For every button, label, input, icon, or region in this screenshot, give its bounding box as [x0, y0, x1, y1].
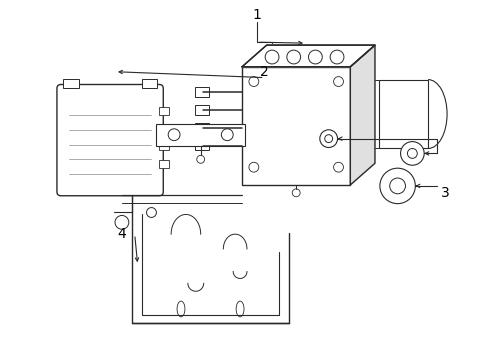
Bar — [378, 80, 427, 148]
Bar — [156, 124, 244, 145]
Circle shape — [248, 162, 258, 172]
Circle shape — [286, 50, 300, 64]
Circle shape — [221, 129, 233, 141]
Circle shape — [333, 77, 343, 86]
Circle shape — [324, 135, 332, 143]
Circle shape — [168, 129, 180, 141]
Circle shape — [292, 189, 300, 197]
Polygon shape — [349, 45, 374, 185]
Circle shape — [248, 77, 258, 86]
Text: 3: 3 — [440, 186, 448, 200]
Bar — [194, 141, 208, 150]
Ellipse shape — [177, 301, 184, 317]
Circle shape — [407, 148, 416, 158]
Circle shape — [115, 215, 128, 229]
Text: 1: 1 — [252, 8, 261, 22]
Circle shape — [319, 130, 337, 148]
Polygon shape — [242, 45, 374, 67]
Bar — [159, 107, 169, 115]
Circle shape — [196, 156, 204, 163]
Circle shape — [379, 168, 414, 204]
Bar — [159, 143, 169, 150]
Circle shape — [329, 50, 343, 64]
Text: 2: 2 — [260, 65, 268, 79]
Circle shape — [308, 50, 322, 64]
Ellipse shape — [236, 301, 244, 317]
Bar — [159, 125, 169, 133]
Bar — [194, 105, 208, 115]
Circle shape — [389, 178, 405, 194]
Circle shape — [264, 50, 278, 64]
Circle shape — [400, 141, 423, 165]
Bar — [159, 160, 169, 168]
Bar — [194, 87, 208, 97]
Bar — [242, 67, 349, 185]
Circle shape — [333, 162, 343, 172]
Bar — [142, 78, 157, 89]
Circle shape — [146, 208, 156, 217]
Text: 4: 4 — [117, 227, 126, 241]
Bar — [194, 123, 208, 133]
FancyBboxPatch shape — [57, 85, 163, 196]
Bar — [63, 78, 79, 89]
